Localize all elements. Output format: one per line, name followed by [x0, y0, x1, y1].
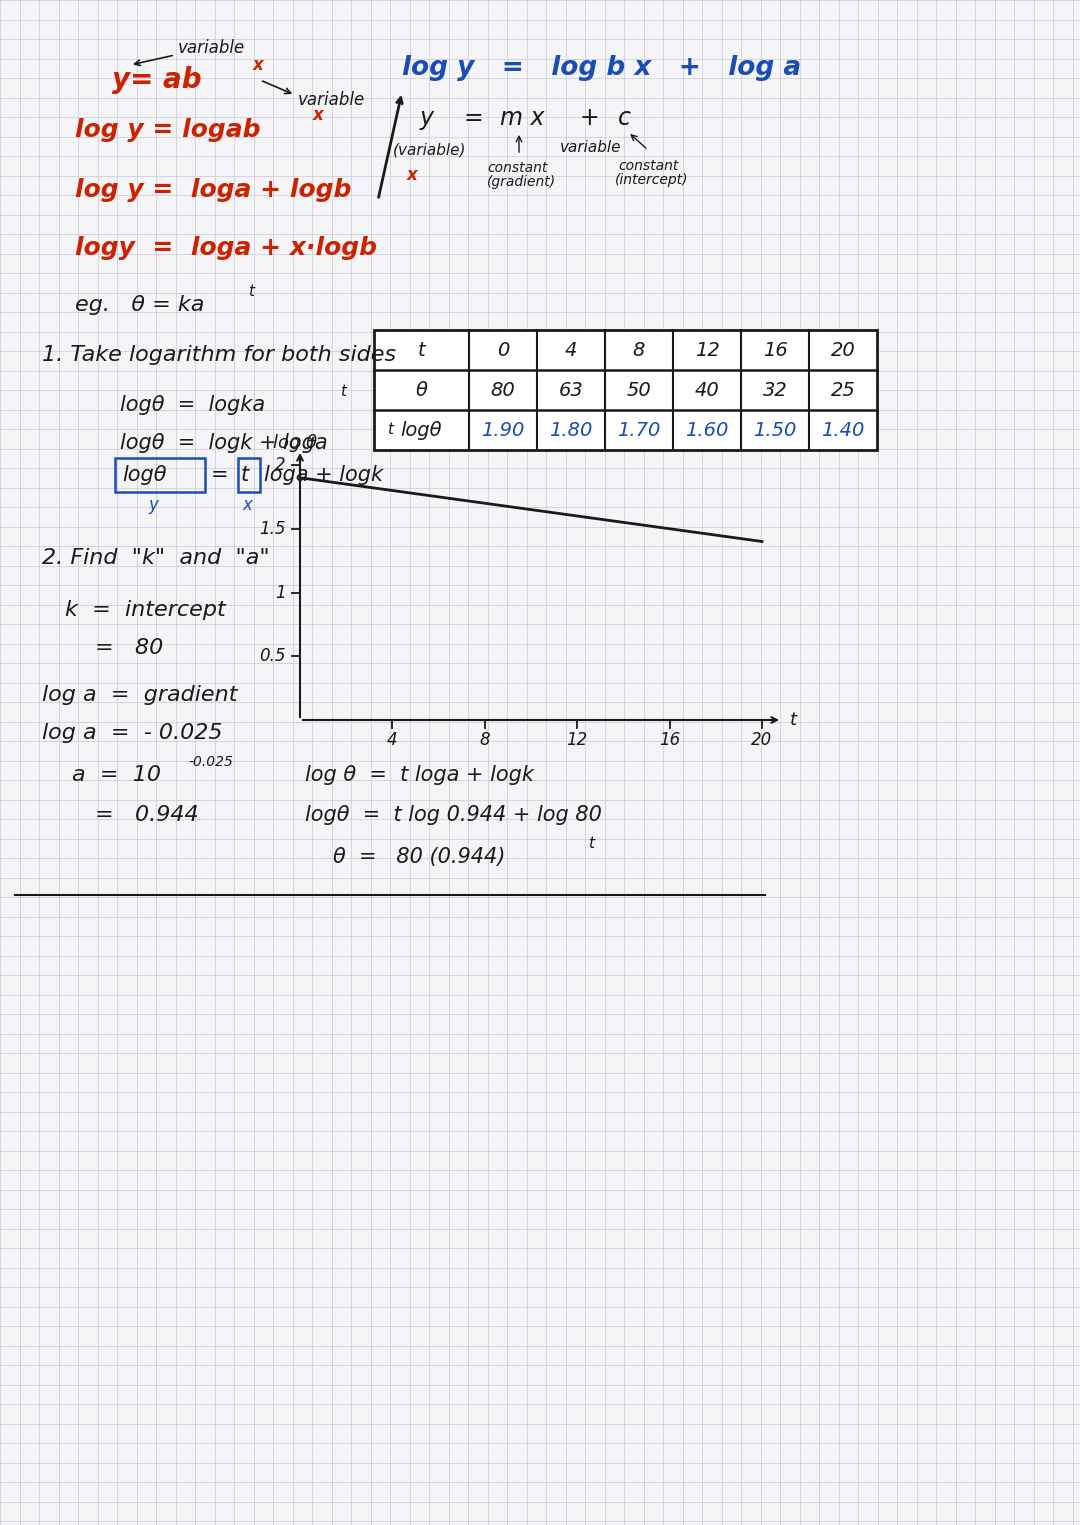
Text: 8: 8 — [633, 340, 645, 360]
Text: logθ: logθ — [122, 465, 166, 485]
Text: 8: 8 — [480, 730, 490, 749]
Text: log a  =  - 0.025: log a = - 0.025 — [42, 723, 222, 743]
Text: 12: 12 — [694, 340, 719, 360]
Bar — [374, 329, 877, 450]
Text: (intercept): (intercept) — [615, 172, 689, 188]
Text: log θ  =  t loga + logk: log θ = t loga + logk — [305, 766, 534, 785]
Text: logθ  =  logk + loga: logθ = logk + loga — [120, 433, 327, 453]
Text: t: t — [241, 465, 249, 485]
Text: logθ  =  t log 0.944 + log 80: logθ = t log 0.944 + log 80 — [305, 805, 602, 825]
Text: log θ: log θ — [273, 435, 318, 451]
Text: 20: 20 — [752, 730, 772, 749]
Text: 1.50: 1.50 — [754, 421, 797, 439]
Text: 63: 63 — [558, 381, 583, 400]
Text: =: = — [211, 465, 229, 485]
Text: 32: 32 — [762, 381, 787, 400]
Text: k  =  intercept: k = intercept — [65, 599, 226, 621]
Text: 40: 40 — [694, 381, 719, 400]
Text: constant: constant — [487, 162, 548, 175]
Text: y: y — [420, 107, 434, 130]
Text: variable: variable — [561, 140, 621, 156]
Text: 1. Take logarithm for both sides: 1. Take logarithm for both sides — [42, 345, 396, 364]
Text: (gradient): (gradient) — [487, 175, 556, 189]
Text: 4: 4 — [565, 340, 577, 360]
Text: 0.5: 0.5 — [259, 647, 286, 665]
Text: 1.80: 1.80 — [550, 421, 593, 439]
Text: +: + — [580, 107, 599, 130]
Text: log y   =   log b x   +   log a: log y = log b x + log a — [402, 55, 801, 81]
Text: a  =  10: a = 10 — [72, 766, 161, 785]
Text: variable: variable — [178, 40, 245, 56]
Text: 1.70: 1.70 — [618, 421, 661, 439]
Text: variable: variable — [298, 92, 365, 108]
Text: 4: 4 — [387, 730, 397, 749]
Text: m x: m x — [500, 107, 544, 130]
Text: t: t — [588, 836, 594, 851]
Text: log y = logab: log y = logab — [75, 117, 260, 142]
Text: 50: 50 — [626, 381, 651, 400]
Text: 25: 25 — [831, 381, 855, 400]
Text: 1.40: 1.40 — [821, 421, 865, 439]
Text: log y =  loga + logb: log y = loga + logb — [75, 178, 351, 201]
Text: log a  =  gradient: log a = gradient — [42, 685, 238, 705]
Text: logy  =  loga + x·logb: logy = loga + x·logb — [75, 236, 377, 259]
Text: logθ: logθ — [401, 421, 442, 439]
Text: c: c — [618, 107, 631, 130]
Text: 1.60: 1.60 — [686, 421, 729, 439]
Text: 20: 20 — [831, 340, 855, 360]
Text: 1.5: 1.5 — [259, 520, 286, 538]
Text: θ  =   80 (0.944): θ = 80 (0.944) — [333, 846, 505, 868]
Text: t: t — [248, 285, 254, 299]
Text: x: x — [253, 56, 264, 75]
Text: -0.025: -0.025 — [188, 755, 233, 769]
Text: y= ab: y= ab — [112, 66, 202, 95]
Text: =: = — [463, 107, 483, 130]
Text: 16: 16 — [762, 340, 787, 360]
Bar — [114, 458, 205, 493]
Text: constant: constant — [618, 159, 678, 172]
Text: 0: 0 — [497, 340, 509, 360]
Text: logθ  =  logka: logθ = logka — [120, 395, 265, 415]
Text: x: x — [407, 166, 418, 185]
Text: =   0.944: = 0.944 — [95, 805, 199, 825]
Text: eg.   θ = ka: eg. θ = ka — [75, 294, 204, 316]
Text: 1.90: 1.90 — [482, 421, 525, 439]
Text: t: t — [340, 384, 346, 400]
Text: 2. Find  "k"  and  "a": 2. Find "k" and "a" — [42, 547, 270, 567]
Text: 16: 16 — [659, 730, 680, 749]
Text: y: y — [148, 496, 158, 514]
Text: 80: 80 — [490, 381, 515, 400]
Text: loga + logk: loga + logk — [264, 465, 383, 485]
Bar — [374, 329, 877, 450]
Text: =   80: = 80 — [95, 637, 163, 657]
Text: (variable): (variable) — [393, 142, 467, 157]
Text: x: x — [313, 107, 324, 124]
Bar — [238, 458, 260, 493]
Text: 1: 1 — [275, 584, 286, 601]
Text: t: t — [789, 711, 797, 729]
Text: θ: θ — [416, 381, 428, 400]
Text: 2: 2 — [275, 456, 286, 474]
Text: t: t — [418, 340, 426, 360]
Text: t: t — [387, 422, 393, 438]
Text: 12: 12 — [567, 730, 588, 749]
Text: x: x — [242, 496, 252, 514]
